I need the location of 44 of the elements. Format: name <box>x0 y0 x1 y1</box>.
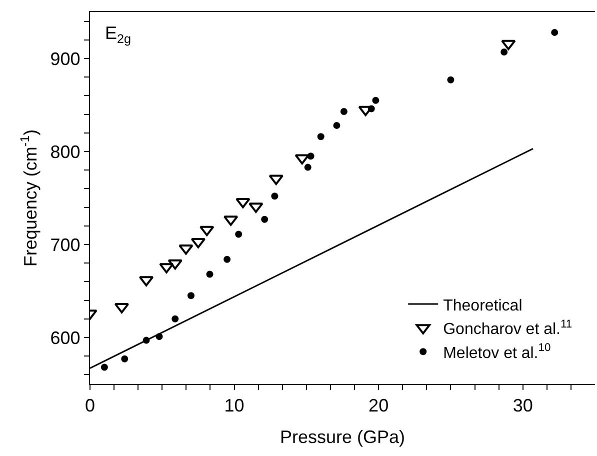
point <box>172 315 179 322</box>
point <box>368 105 375 112</box>
legend-label: Meletov et al.$^{10}$ <box>443 342 551 362</box>
point <box>501 40 516 50</box>
point <box>190 238 206 248</box>
point <box>159 263 174 274</box>
y-tick-label: 700 <box>50 234 80 255</box>
x-tick-label: 20 <box>368 396 389 416</box>
x-tick-label: 10 <box>224 396 244 416</box>
point <box>304 164 312 171</box>
point <box>340 108 348 116</box>
point <box>261 216 268 223</box>
y-tick-label: 800 <box>50 142 80 162</box>
y-tick-label: 600 <box>50 328 80 348</box>
point <box>100 364 108 371</box>
point <box>447 76 454 84</box>
point <box>156 333 163 340</box>
legend-label: Theoretical <box>443 297 522 314</box>
point <box>121 355 128 362</box>
point <box>271 192 278 200</box>
point <box>178 244 194 255</box>
point <box>268 174 284 185</box>
point <box>551 28 558 36</box>
point <box>294 154 310 165</box>
point <box>236 198 250 208</box>
point <box>500 48 508 56</box>
point <box>235 230 242 238</box>
point <box>307 152 314 160</box>
point <box>333 122 340 129</box>
point <box>168 259 182 270</box>
annotation: E$_{2g}$ <box>105 23 132 46</box>
x-tick-label: 30 <box>512 396 533 416</box>
point <box>142 336 150 344</box>
x-axis-title: Pressure (GPa) <box>280 426 406 447</box>
point <box>224 256 231 263</box>
point <box>372 96 380 104</box>
legend-label: Goncharov et al.$^{11}$ <box>443 318 572 338</box>
x-tick-label: 0 <box>84 396 96 416</box>
point <box>248 202 264 213</box>
point <box>317 133 324 140</box>
point <box>206 270 214 278</box>
point <box>200 226 214 236</box>
y-tick-label: 900 <box>50 48 80 69</box>
point <box>188 292 194 300</box>
